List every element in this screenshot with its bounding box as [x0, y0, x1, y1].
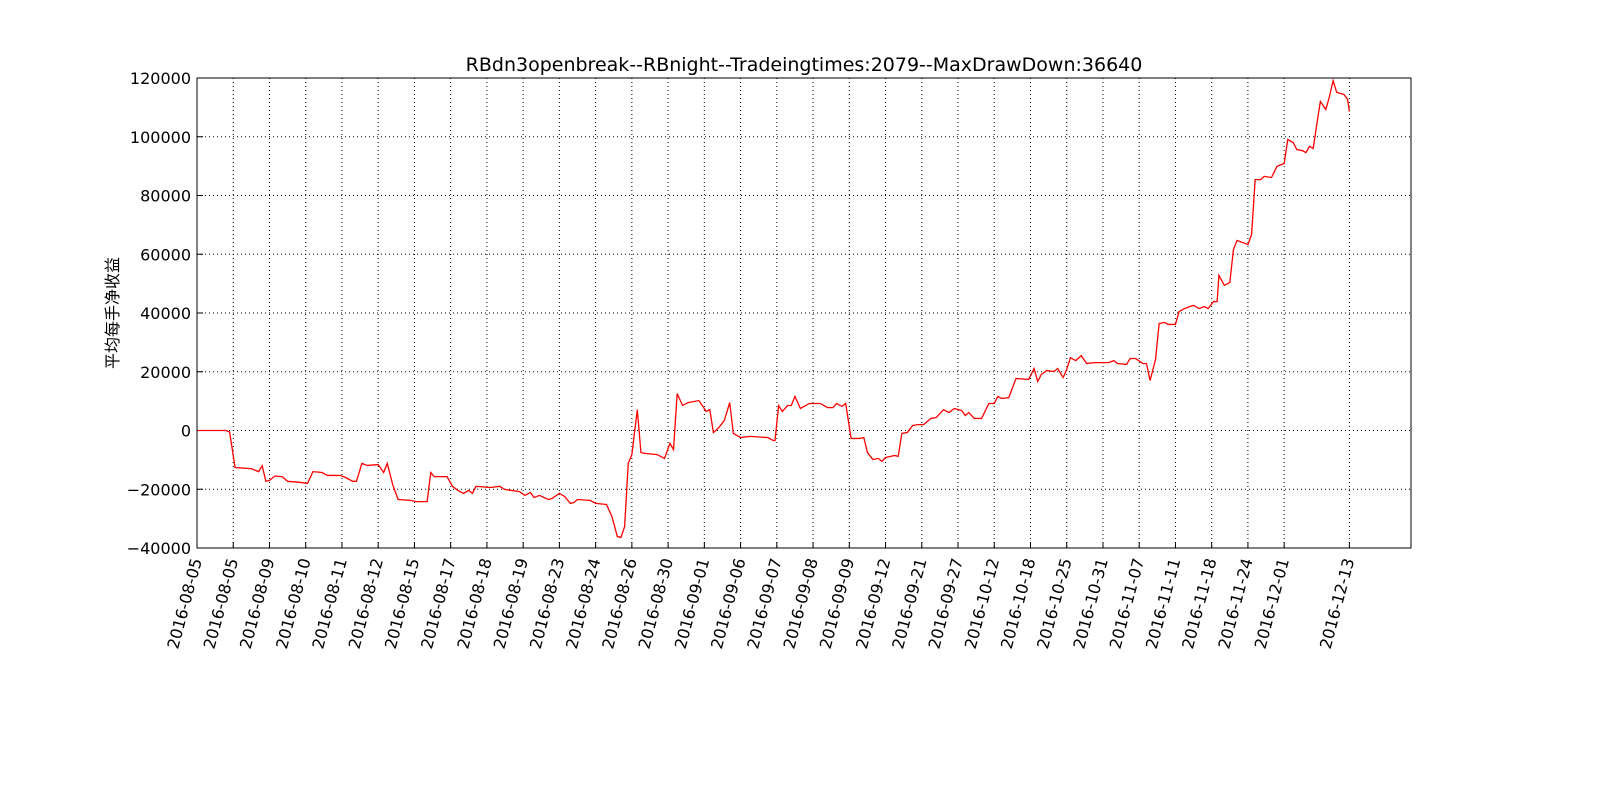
- y-tick-label: 80000: [140, 187, 191, 206]
- x-tick-label: 2016-11-18: [1178, 556, 1220, 651]
- y-tick-label: 0: [181, 422, 191, 441]
- x-tick-label: 2016-08-26: [598, 556, 640, 651]
- x-tick-label: 2016-08-19: [490, 556, 532, 651]
- x-tick-label: 2016-12-13: [1316, 556, 1358, 651]
- x-tick-label: 2016-08-05: [163, 556, 205, 651]
- x-tick-label: 2016-10-31: [1069, 556, 1111, 651]
- x-tick-label: 2016-08-09: [236, 556, 278, 651]
- x-tick-label: 2016-08-11: [308, 556, 350, 651]
- y-tick-label: 100000: [130, 128, 191, 147]
- x-tick-label: 2016-09-12: [852, 556, 894, 651]
- x-tick-label: 2016-09-27: [924, 556, 966, 651]
- y-tick-label: 120000: [130, 69, 191, 88]
- x-tick-label: 2016-12-01: [1251, 556, 1293, 651]
- x-tick-label: 2016-09-07: [743, 556, 785, 651]
- chart-title: RBdn3openbreak--RBnight--Tradeingtimes:2…: [466, 54, 1143, 76]
- x-tick-label: 2016-08-30: [635, 556, 677, 651]
- x-tick-label: 2016-08-18: [453, 556, 495, 651]
- y-tick-label: 20000: [140, 363, 191, 382]
- y-tick-label: −40000: [127, 539, 191, 558]
- x-tick-label: 2016-11-07: [1106, 556, 1148, 651]
- x-tick-label: 2016-08-23: [526, 556, 568, 651]
- x-tick-label: 2016-11-24: [1214, 556, 1256, 651]
- x-tick-label: 2016-08-05: [200, 556, 242, 651]
- y-axis-label: 平均每手净收益: [103, 257, 122, 369]
- x-tick-label: 2016-08-10: [272, 556, 314, 651]
- x-tick-label: 2016-08-24: [562, 556, 604, 651]
- x-tick-label: 2016-09-21: [888, 556, 930, 651]
- y-tick-label: 40000: [140, 304, 191, 323]
- x-tick-label: 2016-09-01: [671, 556, 713, 651]
- y-tick-label: −20000: [127, 480, 191, 499]
- x-tick-label: 2016-09-08: [780, 556, 822, 651]
- x-tick-label: 2016-10-25: [1033, 556, 1075, 651]
- x-tick-label: 2016-09-09: [816, 556, 858, 651]
- x-tick-label: 2016-10-18: [997, 556, 1039, 651]
- x-tick-label: 2016-10-12: [961, 556, 1003, 651]
- plot-frame: [196, 77, 1412, 549]
- x-tick-label: 2016-11-11: [1142, 556, 1184, 651]
- x-tick-label: 2016-08-15: [381, 556, 423, 651]
- x-tick-label: 2016-08-12: [345, 556, 387, 651]
- x-tick-label: 2016-09-06: [707, 556, 749, 651]
- line: [197, 78, 1351, 539]
- y-tick-label: 60000: [140, 245, 191, 264]
- x-tick-label: 2016-08-17: [417, 556, 459, 651]
